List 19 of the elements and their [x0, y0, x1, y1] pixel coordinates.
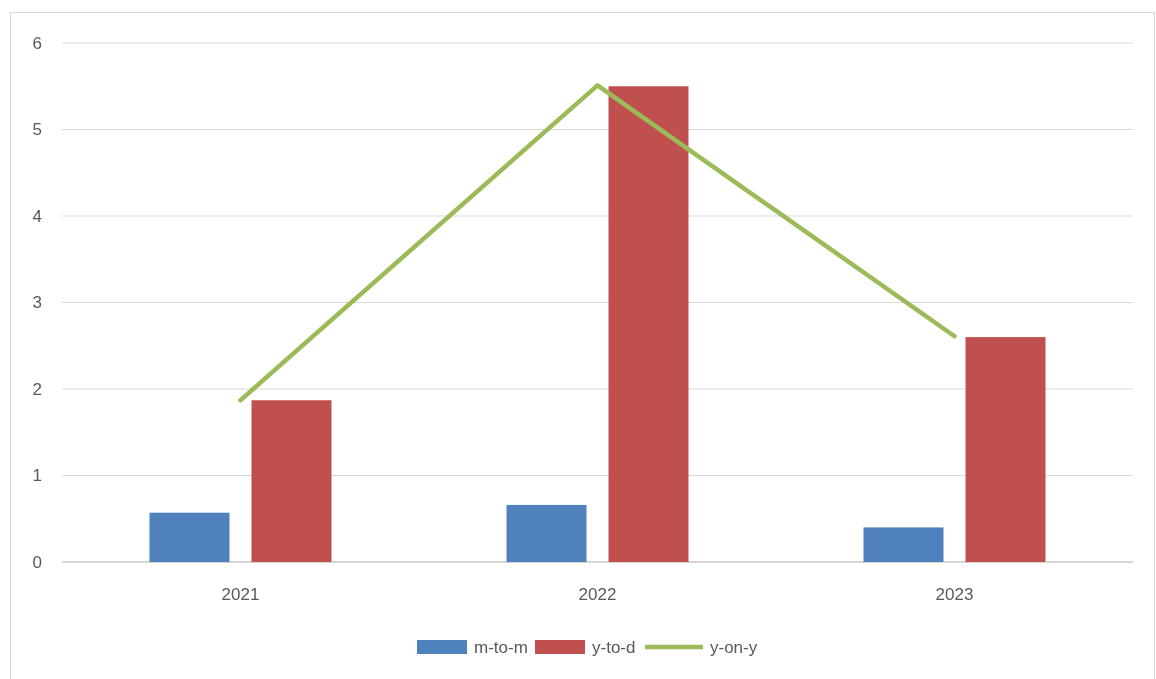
y-tick-label: 3 [32, 293, 42, 313]
x-tick-label: 2022 [578, 585, 617, 604]
x-tick-label: 2023 [935, 585, 974, 604]
y-tick-label: 1 [32, 466, 42, 486]
bar [251, 400, 332, 562]
legend-label: m-to-m [474, 637, 528, 657]
bar [149, 512, 230, 562]
bar [965, 337, 1046, 562]
y-tick-label: 0 [32, 552, 42, 572]
bar [506, 504, 587, 562]
legend-label: y-on-y [710, 637, 758, 657]
y-tick-label: 4 [32, 206, 42, 226]
x-tick-label: 2021 [221, 585, 260, 604]
legend-label: y-to-d [592, 637, 636, 657]
y-tick-label: 5 [32, 120, 42, 140]
y-tick-label: 6 [32, 33, 42, 53]
y-tick-label: 2 [32, 379, 42, 399]
bar [608, 86, 689, 562]
bar [863, 527, 944, 562]
